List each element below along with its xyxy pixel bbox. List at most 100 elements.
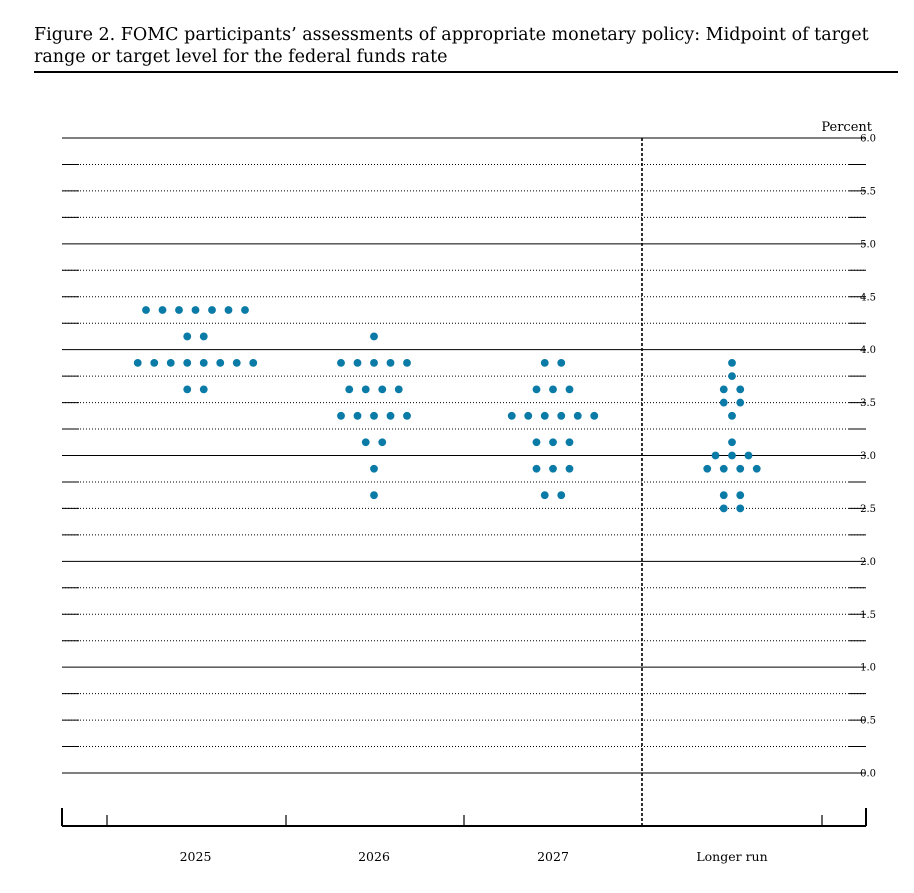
dot-point [378, 438, 387, 447]
dot-point [565, 464, 574, 473]
dot-point [752, 464, 761, 473]
dot-point [728, 358, 736, 367]
dot-point [216, 358, 225, 367]
dot-point [590, 411, 599, 420]
x-tick-label: 2025 [180, 849, 212, 864]
dot-point [540, 491, 549, 500]
dot-point [532, 438, 541, 447]
dot-point [142, 306, 150, 314]
dots [133, 306, 761, 513]
dot-point [403, 358, 411, 367]
title-rule [34, 71, 898, 73]
dot-point [183, 385, 192, 394]
dot-point [736, 464, 745, 473]
dot-point [557, 358, 566, 367]
dot-point [728, 372, 736, 381]
dot-point [353, 358, 362, 367]
dot-point [719, 491, 728, 500]
y-tick-label: 5.0 [860, 239, 876, 250]
dot-point [337, 411, 345, 420]
dot-point [524, 411, 533, 420]
dot-point [199, 385, 208, 394]
dot-point [736, 398, 745, 407]
x-tick-label: Longer run [696, 849, 767, 864]
y-tick-label: 5.5 [860, 186, 876, 197]
dot-point [370, 464, 378, 473]
dot-point [728, 451, 736, 460]
dot-point [736, 491, 745, 500]
dot-point [403, 411, 411, 420]
dot-point [175, 306, 183, 314]
y-axis-label: Percent [821, 120, 872, 135]
dot-point [736, 385, 745, 394]
dot-point [719, 504, 728, 513]
dot-point [557, 491, 566, 500]
dot-point [378, 385, 387, 394]
dot-point [719, 464, 728, 473]
x-tick-label: 2026 [358, 849, 390, 864]
dot-point [361, 385, 370, 394]
dot-point [557, 411, 566, 420]
dot-point [150, 358, 159, 367]
y-tick-label: 0.0 [860, 769, 876, 780]
y-tick-label: 2.0 [860, 557, 876, 568]
dot-point [728, 438, 736, 447]
dot-point [507, 411, 516, 420]
y-tick-label: 1.0 [860, 663, 876, 674]
dot-point [370, 491, 378, 500]
dot-point [549, 464, 557, 473]
dot-point [573, 411, 582, 420]
y-tick-label: 3.0 [860, 451, 876, 462]
dot-point [549, 385, 557, 394]
dot-point [394, 385, 403, 394]
dot-point [166, 358, 175, 367]
dot-point [370, 411, 378, 420]
dot-point [183, 358, 192, 367]
dot-point [744, 451, 753, 460]
dot-point [719, 385, 728, 394]
axes: 6.0 5.5 5.0 4.5 4.0 3.5 3.0 2.5 2.0 1.5 1.0 0.5 0.0 2… [61, 134, 876, 864]
figure-title: Figure 2. FOMC participants’ assessments… [34, 25, 869, 67]
y-tick-label: 3.5 [860, 398, 876, 409]
dot-point [540, 358, 549, 367]
dot-point [728, 411, 736, 420]
dot-point [158, 306, 167, 314]
dot-point [370, 358, 378, 367]
y-tick-label: 4.0 [860, 345, 876, 356]
dot-point [361, 438, 370, 447]
dot-point [565, 385, 574, 394]
y-tick-label: 6.0 [860, 134, 876, 145]
gridlines [62, 137, 866, 774]
dot-point [703, 464, 712, 473]
dot-point [540, 411, 549, 420]
dot-point [353, 411, 362, 420]
dot-point [386, 411, 395, 420]
y-tick-label: 1.5 [860, 610, 876, 621]
dot-point [232, 358, 241, 367]
dot-point [532, 385, 541, 394]
dot-point [199, 358, 208, 367]
dot-point [208, 306, 216, 314]
dot-point [565, 438, 574, 447]
dot-point [183, 332, 192, 341]
dot-point [241, 306, 249, 314]
dot-point [711, 451, 720, 460]
dot-point [345, 385, 354, 394]
dot-point [337, 358, 345, 367]
y-tick-label: 0.5 [860, 716, 876, 727]
x-tick-label: 2027 [537, 849, 569, 864]
dot-point [133, 358, 142, 367]
dot-point [191, 306, 200, 314]
dot-point [199, 332, 208, 341]
dot-point [224, 306, 233, 314]
dot-point [370, 332, 378, 341]
dot-point [736, 504, 745, 513]
dot-point [532, 464, 541, 473]
dot-point [719, 398, 728, 407]
y-tick-label: 4.5 [860, 292, 876, 303]
dot-point [549, 438, 557, 447]
dot-point [249, 358, 258, 367]
y-tick-label: 2.5 [860, 504, 876, 515]
dot-point [386, 358, 395, 367]
